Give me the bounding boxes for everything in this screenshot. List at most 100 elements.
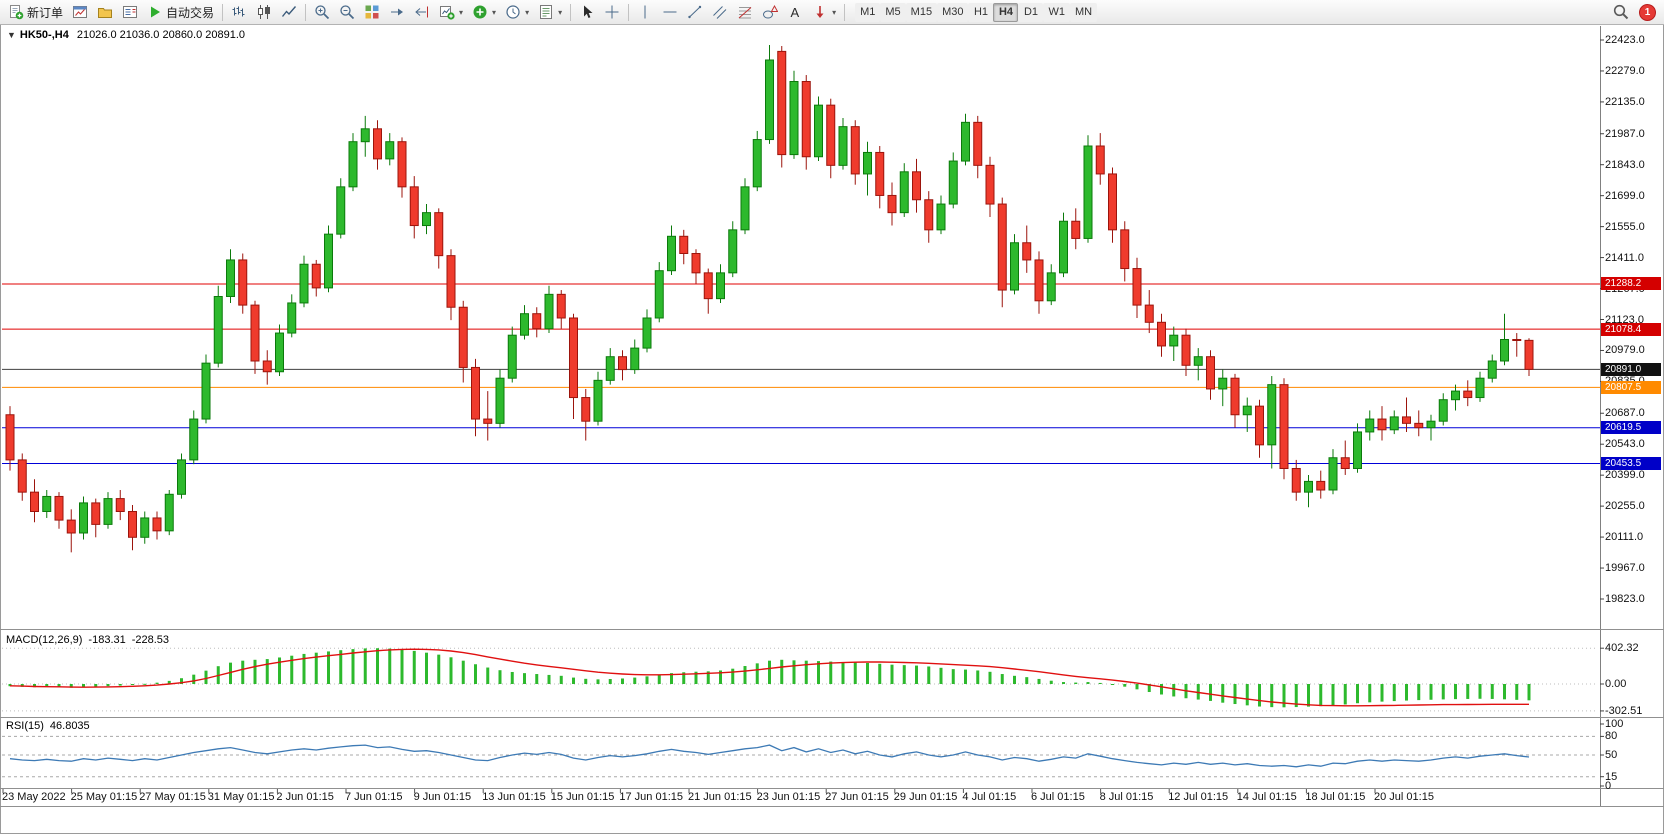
new-chart-icon	[439, 4, 455, 20]
notification-badge[interactable]: 1	[1639, 3, 1656, 21]
rsi-value: 46.8035	[49, 720, 90, 732]
horizontal-line-button[interactable]	[658, 2, 682, 23]
date-label: 25 May 01:15	[70, 791, 138, 803]
zoom-out-button[interactable]	[335, 2, 359, 23]
date-label: 12 Jul 01:15	[1168, 791, 1229, 803]
rsi-name: RSI(15)	[6, 720, 44, 732]
toolbar-button-label: 新订单	[27, 5, 64, 20]
timeframe-button-W1[interactable]: W1	[1043, 2, 1070, 22]
toolbar-separator	[844, 3, 846, 21]
vertical-line-button[interactable]	[633, 2, 657, 23]
price-badge: 20619.5	[1601, 421, 1661, 435]
price-tick-label: 20255.0	[1605, 500, 1645, 513]
trendline-button[interactable]	[683, 2, 707, 23]
date-label: 23 Jun 01:15	[756, 791, 821, 803]
cursor-icon	[579, 4, 595, 20]
rsi-tick-label: 0	[1605, 780, 1612, 792]
date-label: 7 Jun 01:15	[345, 791, 403, 803]
timeframe-button-H1[interactable]: H1	[968, 2, 994, 22]
new-chart-button[interactable]: ▾	[435, 2, 467, 23]
templates-button[interactable]: ▾	[534, 2, 566, 23]
price-tick-label: 20979.0	[1605, 344, 1645, 357]
timeframe-button-D1[interactable]: D1	[1018, 2, 1044, 22]
date-label: 4 Jul 01:15	[962, 791, 1017, 803]
new-order-button[interactable]: 新订单	[4, 2, 67, 23]
bar-chart-button[interactable]	[227, 2, 251, 23]
collapse-chart-icon[interactable]: ▼	[7, 30, 16, 40]
price-tick-label: 19823.0	[1605, 593, 1645, 605]
price-tick-label: 21987.0	[1605, 127, 1645, 140]
price-tick-label: 21843.0	[1605, 158, 1645, 171]
chevron-down-icon: ▾	[459, 7, 464, 17]
periods-button[interactable]: ▾	[501, 2, 533, 23]
timeframe-button-M1[interactable]: M1	[855, 2, 881, 22]
chart-title: ▼ HK50-,H4 21026.0 21036.0 20860.0 20891.0	[7, 29, 245, 41]
text-button[interactable]: A	[783, 2, 807, 23]
date-label: 29 Jun 01:15	[893, 791, 958, 803]
macd-tick-label: -302.51	[1605, 704, 1643, 717]
fibonacci-button[interactable]	[733, 2, 757, 23]
vertical-line-icon	[637, 4, 653, 20]
date-label: 23 May 2022	[2, 791, 66, 803]
zoom-in-button[interactable]	[310, 2, 334, 23]
tile-windows-icon	[364, 4, 380, 20]
date-label: 9 Jun 01:15	[413, 791, 472, 803]
tile-windows-button[interactable]	[360, 2, 384, 23]
clock-icon	[505, 4, 521, 20]
horizontal-line-icon	[662, 4, 678, 20]
toolbar-separator	[628, 3, 630, 21]
date-label: 20 Jul 01:15	[1374, 791, 1434, 803]
price-badge: 21288.2	[1601, 277, 1661, 291]
ohlc-values: 21026.0 21036.0 20860.0 20891.0	[76, 29, 246, 41]
timeframe-button-M15[interactable]: M15	[905, 2, 938, 22]
rsi-tick-label: 80	[1605, 730, 1618, 743]
crosshair-icon	[604, 4, 620, 20]
arrow-tools-icon	[812, 4, 828, 20]
shapes-icon	[762, 4, 779, 20]
auto-scroll-button[interactable]	[385, 2, 409, 23]
autotrading-button[interactable]: 自动交易	[143, 2, 218, 23]
timeframe-button-M30[interactable]: M30	[937, 2, 969, 22]
date-label: 27 Jun 01:15	[825, 791, 889, 803]
date-label: 8 Jul 01:15	[1099, 791, 1154, 803]
rsi-indicator-label: RSI(15) 46.8035	[6, 720, 96, 732]
text-icon: A	[787, 4, 803, 20]
timeframe-button-M5[interactable]: M5	[880, 2, 906, 22]
candlestick-button[interactable]	[252, 2, 276, 23]
date-label: 27 May 01:15	[139, 791, 206, 803]
chart-window-icon	[72, 4, 88, 20]
search-button[interactable]	[1609, 2, 1633, 23]
crosshair-button[interactable]	[600, 2, 624, 23]
profiles-button[interactable]	[93, 2, 117, 23]
toolbar-right-group: 1	[1609, 2, 1656, 23]
price-tick-label: 19967.0	[1605, 562, 1645, 575]
timeframe-button-MN[interactable]: MN	[1069, 2, 1098, 22]
price-tick-label: 21411.0	[1605, 251, 1644, 264]
search-icon	[1613, 4, 1629, 20]
chart-shift-button[interactable]	[410, 2, 434, 23]
price-badge: 20453.5	[1601, 456, 1661, 470]
indicators-button[interactable]: ▾	[468, 2, 500, 23]
market-watch-button[interactable]	[118, 2, 142, 23]
fibonacci-icon	[737, 4, 753, 20]
rsi-tick-label: 15	[1605, 770, 1618, 783]
bar-chart-icon	[231, 4, 247, 20]
line-chart-icon	[281, 4, 297, 20]
shapes-button[interactable]	[758, 2, 782, 23]
price-tick-label: 21555.0	[1605, 220, 1645, 233]
channel-button[interactable]	[708, 2, 732, 23]
line-chart-button[interactable]	[277, 2, 301, 23]
indicators-icon	[472, 4, 488, 20]
cursor-button[interactable]	[575, 2, 599, 23]
chart-window-button[interactable]	[68, 2, 92, 23]
chevron-down-icon: ▾	[492, 7, 497, 17]
date-label: 21 Jun 01:15	[688, 791, 752, 803]
timeframe-button-H4[interactable]: H4	[993, 2, 1019, 22]
macd-name: MACD(12,26,9)	[6, 634, 83, 646]
symbol-period-label: HK50-,H4	[19, 29, 69, 41]
toolbar-button-label: 自动交易	[166, 5, 215, 20]
arrows-button[interactable]: ▾	[808, 2, 840, 23]
macd-indicator-label: MACD(12,26,9) -183.31 -228.53	[6, 634, 175, 646]
